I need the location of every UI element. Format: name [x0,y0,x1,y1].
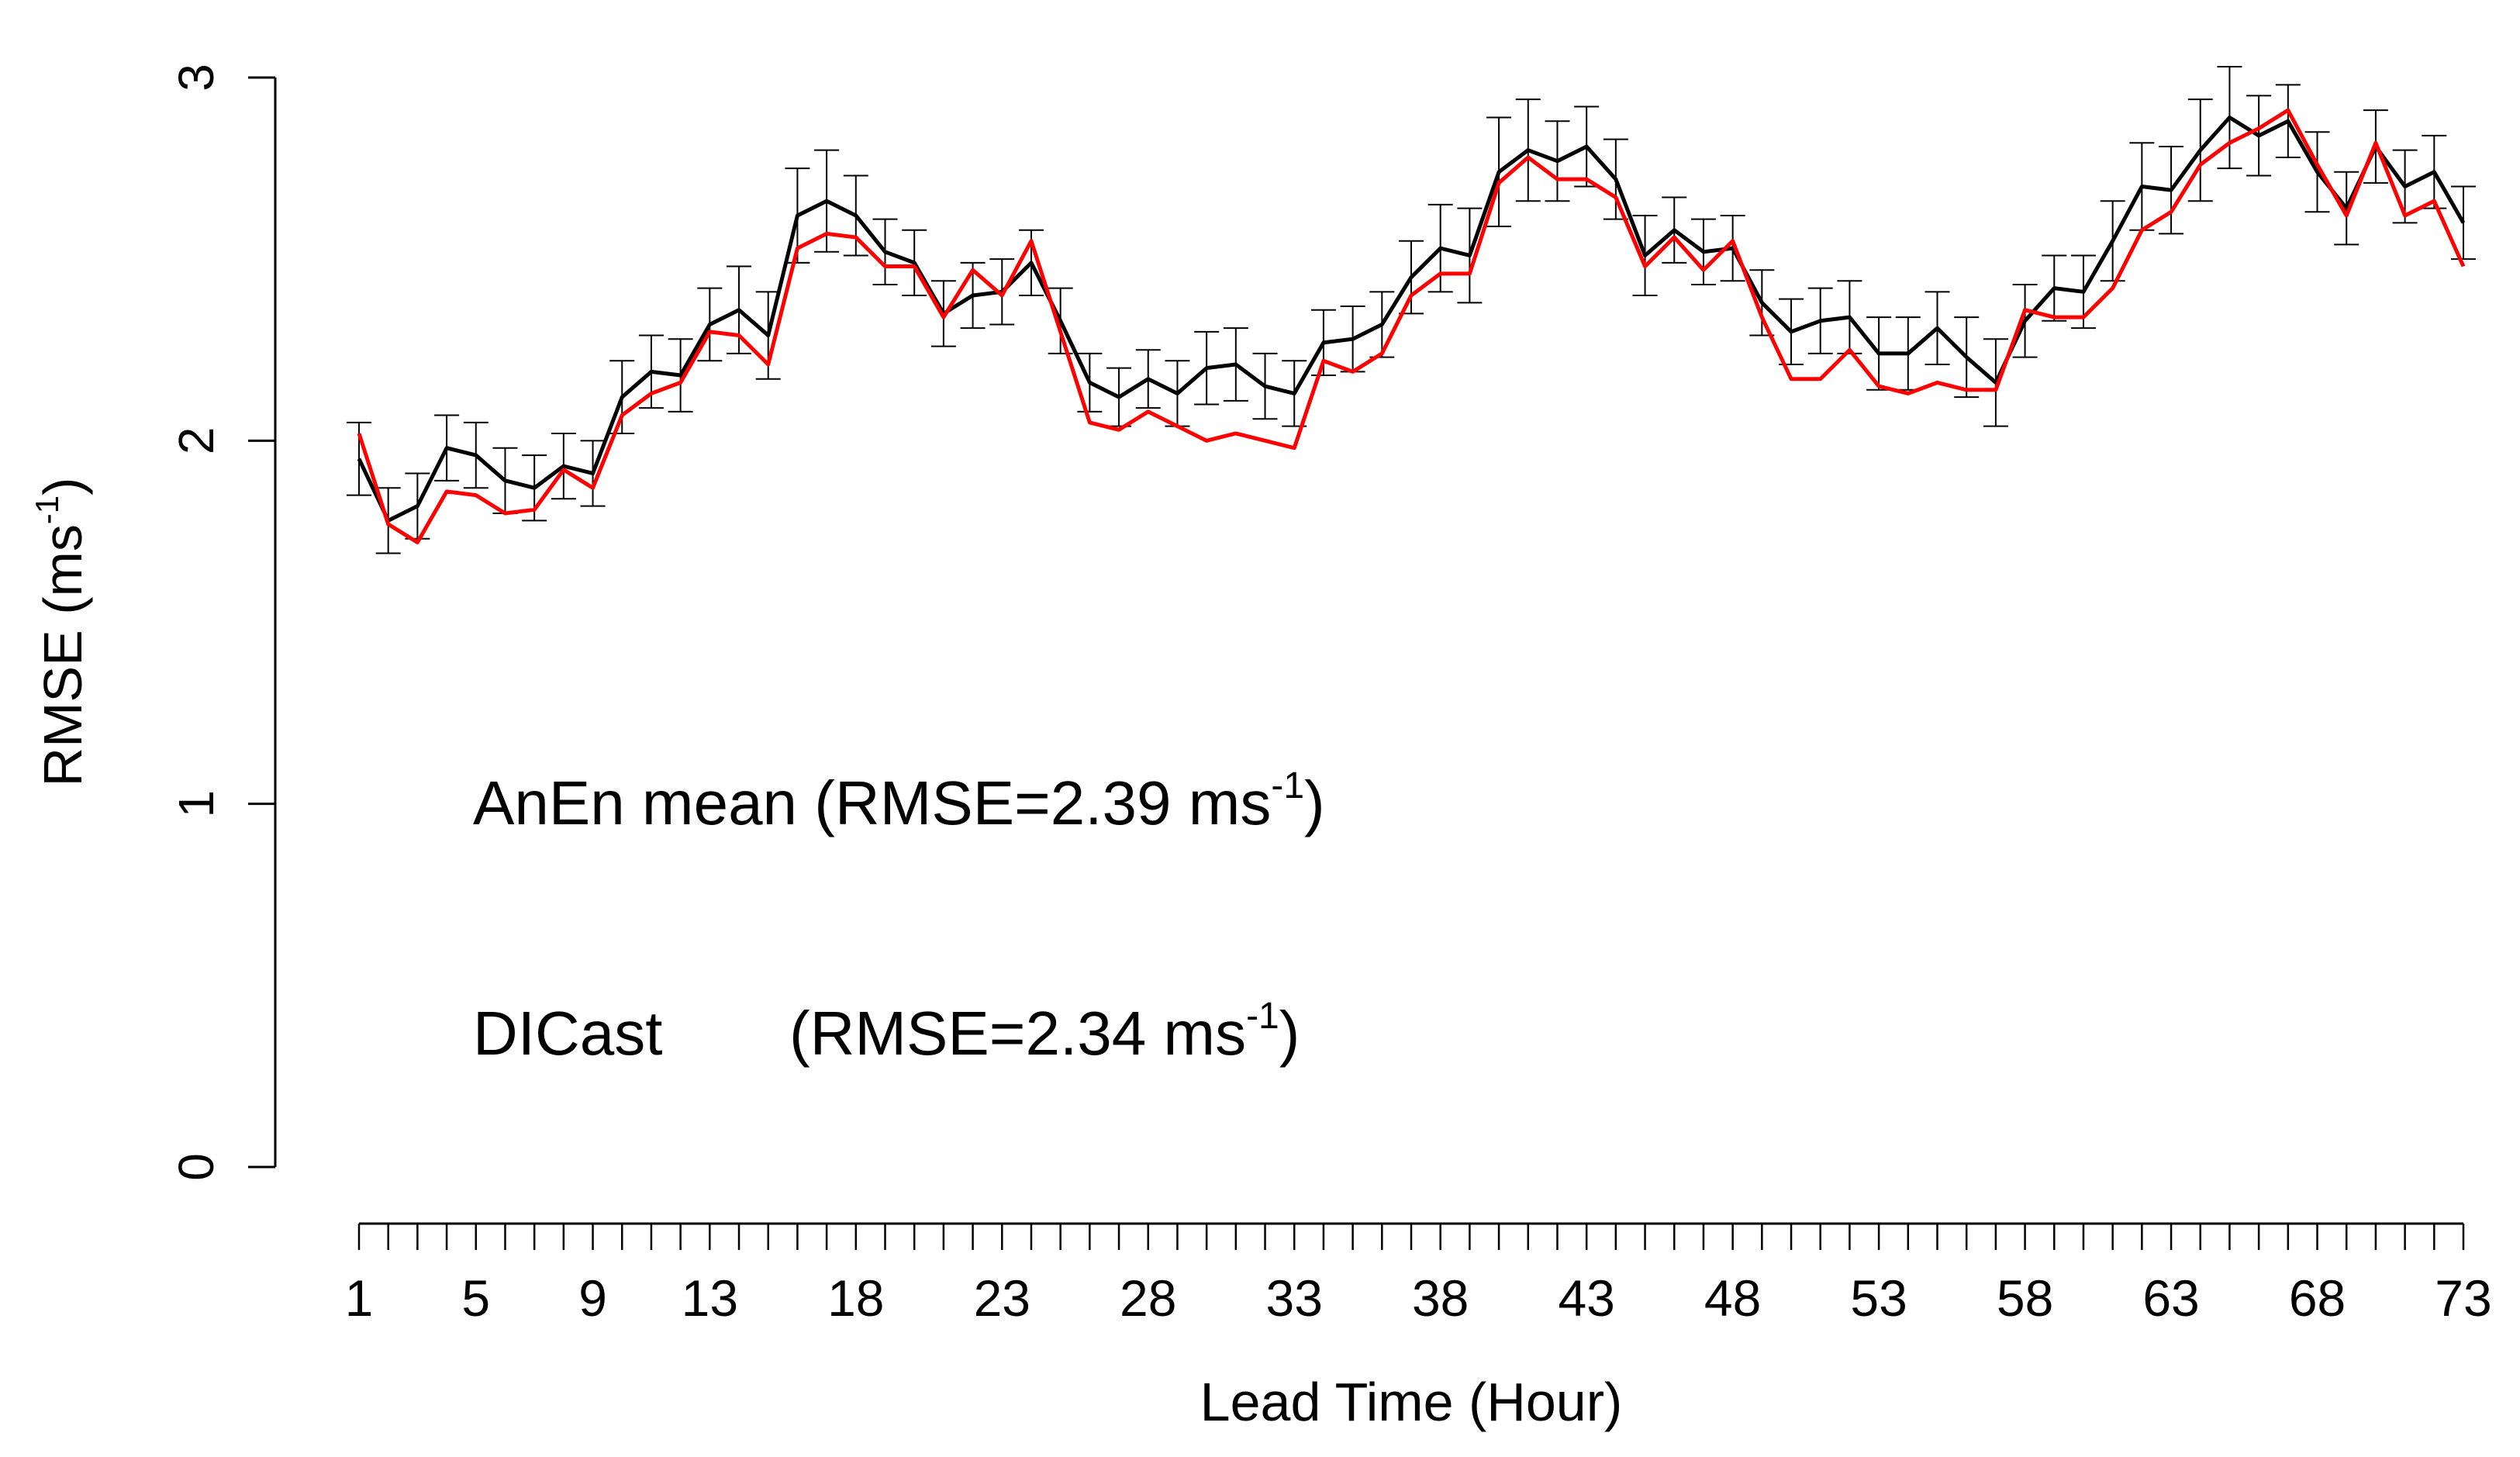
y-tick-label-0: 0 [168,1153,224,1181]
x-tick-label-58: 58 [1997,1269,2053,1327]
x-axis: 1 5 9 13 18 23 28 33 38 43 48 53 58 63 68 73 [345,1222,2492,1327]
x-tick-label-53: 53 [1850,1269,1907,1327]
y-axis-label-main: RMSE (ms [33,524,93,786]
y-axis-label-sup: -1 [29,495,65,524]
x-tick-label-38: 38 [1412,1269,1469,1327]
annotation-dicast-close: ) [1279,999,1300,1068]
x-axis-label: Lead Time (Hour) [1200,1372,1623,1432]
x-tick-label-9: 9 [578,1269,607,1327]
annotation-dicast: DICast (RMSE=2.34 ms-1) [473,996,1300,1068]
series-lines [357,108,2466,544]
x-tick-label-23: 23 [974,1269,1030,1327]
series-line-dicast [357,108,2466,544]
annotation-dicast-text: (RMSE=2.34 ms [789,999,1246,1068]
x-tick-label-18: 18 [827,1269,884,1327]
x-tick-label-13: 13 [682,1269,738,1327]
annotation-anen-text: (RMSE=2.39 ms [814,768,1271,837]
x-tick-label-1: 1 [345,1269,374,1327]
annotation-anen-label: AnEn mean [473,768,797,837]
annotation-dicast-label: DICast [473,999,663,1068]
y-tick-label-1: 1 [168,790,224,818]
x-tick-label-5: 5 [461,1269,490,1327]
x-tick-label-68: 68 [2289,1269,2346,1327]
x-tick-label-63: 63 [2142,1269,2199,1327]
y-axis: 0 1 2 3 [168,64,277,1181]
x-tick-label-73: 73 [2435,1269,2491,1327]
y-tick-label-2: 2 [168,427,224,455]
x-tick-label-48: 48 [1704,1269,1761,1327]
series-line-anen-mean [357,116,2466,523]
y-tick-label-3: 3 [168,64,224,91]
annotation-dicast-sup: -1 [1246,996,1279,1037]
legend-annotations: AnEn mean (RMSE=2.39 ms-1) DICast (RMSE=… [473,765,1325,1068]
x-tick-label-43: 43 [1558,1269,1614,1327]
x-tick-label-28: 28 [1120,1269,1176,1327]
annotation-anen: AnEn mean (RMSE=2.39 ms-1) [473,765,1325,837]
x-ticks: 1 5 9 13 18 23 28 33 38 43 48 53 58 63 68 73 [345,1224,2492,1327]
x-tick-label-33: 33 [1266,1269,1323,1327]
y-axis-label-close: ) [33,478,93,495]
anen-error-bars [347,65,2476,554]
annotation-anen-close: ) [1304,768,1325,837]
y-ticks: 0 1 2 3 [168,64,275,1181]
y-axis-label: RMSE (ms-1) [29,478,93,787]
annotation-anen-sup: -1 [1271,765,1304,806]
